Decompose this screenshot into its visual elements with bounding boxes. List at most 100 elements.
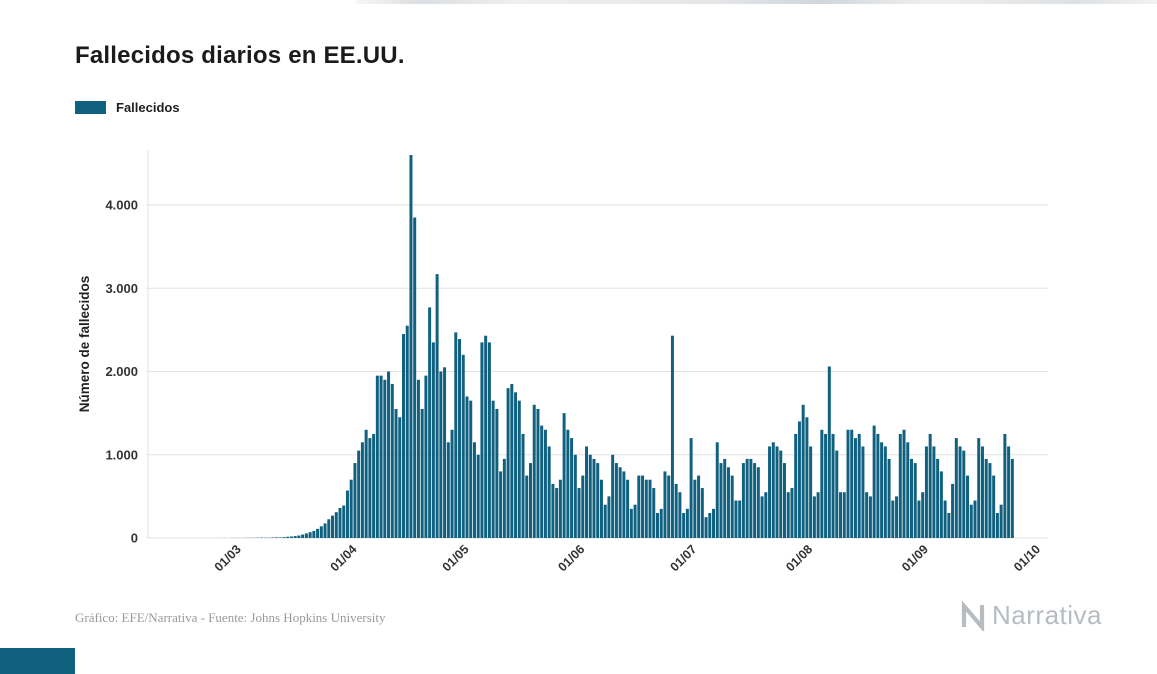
bar	[670, 335, 674, 538]
bar	[719, 463, 723, 538]
bar	[641, 475, 645, 538]
x-tick-label: 01/06	[555, 542, 587, 574]
bar	[827, 366, 831, 538]
bar	[487, 342, 491, 538]
bar	[977, 438, 981, 538]
bar	[723, 458, 727, 538]
bar	[372, 433, 376, 538]
bar	[753, 463, 757, 538]
bar	[924, 446, 928, 538]
bar	[685, 508, 689, 538]
bar	[984, 458, 988, 538]
bar	[525, 475, 529, 538]
bar	[831, 433, 835, 538]
bar	[286, 536, 290, 538]
chart-title: Fallecidos diarios en EE.UU.	[75, 42, 405, 69]
bar	[405, 325, 409, 538]
bar	[715, 442, 719, 538]
narrativa-logo-icon	[961, 600, 985, 631]
bar	[1003, 433, 1007, 538]
bar	[536, 408, 540, 538]
bar	[936, 458, 940, 538]
bar	[790, 488, 794, 538]
bar	[973, 500, 977, 538]
bar	[573, 454, 577, 538]
bar	[517, 400, 521, 538]
bar	[331, 515, 335, 538]
bar	[678, 492, 682, 538]
bar	[491, 400, 495, 538]
bar	[603, 504, 607, 538]
bar	[469, 400, 473, 538]
bar	[913, 463, 917, 538]
bar	[917, 500, 921, 538]
bar	[626, 479, 630, 538]
bar	[797, 421, 801, 538]
bar	[592, 458, 596, 538]
bar	[622, 471, 626, 538]
legend: Fallecidos	[75, 100, 180, 115]
bar	[278, 537, 282, 538]
bar	[745, 458, 749, 538]
bar	[349, 479, 353, 538]
bar	[607, 496, 611, 538]
bar	[794, 433, 798, 538]
brand: Narrativa	[958, 600, 1102, 631]
bar	[282, 537, 286, 538]
bar	[443, 367, 447, 538]
bar	[398, 417, 402, 538]
bar	[809, 446, 813, 538]
bar	[812, 496, 816, 538]
bar	[521, 433, 525, 538]
bar	[599, 479, 603, 538]
bar	[293, 536, 297, 538]
bar	[308, 532, 312, 538]
bar	[783, 463, 786, 538]
bar	[510, 383, 514, 538]
bar	[383, 379, 387, 538]
y-tick-label: 3.000	[105, 281, 138, 296]
bar	[839, 492, 843, 538]
bar	[910, 458, 913, 538]
bar	[857, 433, 861, 538]
bar	[939, 471, 943, 538]
bar	[304, 533, 308, 538]
bar	[547, 446, 551, 538]
bar	[480, 342, 484, 538]
bar	[334, 512, 338, 538]
bar	[301, 534, 305, 538]
bar	[764, 492, 768, 538]
bar	[390, 383, 394, 538]
bar	[577, 488, 581, 538]
bar	[633, 504, 637, 538]
bar	[738, 500, 742, 538]
bar	[865, 492, 869, 538]
top-edge-artifact	[356, 0, 1157, 4]
bar	[659, 508, 663, 538]
bar	[581, 475, 585, 538]
bar	[465, 396, 469, 538]
bar	[887, 458, 891, 538]
bar	[980, 446, 984, 538]
bar	[842, 492, 846, 538]
bar	[588, 454, 592, 538]
bar	[730, 475, 734, 538]
bar	[928, 433, 932, 538]
bar	[289, 536, 293, 538]
bar	[402, 334, 405, 538]
bar	[596, 463, 600, 538]
bar	[835, 450, 839, 538]
bar	[648, 479, 652, 538]
bar	[962, 450, 966, 538]
y-axis-title: Número de fallecidos	[77, 276, 92, 413]
bar	[566, 429, 570, 538]
bar	[472, 442, 476, 538]
bar	[562, 413, 566, 538]
bar	[868, 496, 872, 538]
x-tick-label: 01/09	[899, 542, 931, 574]
x-tick-label: 01/03	[212, 542, 244, 574]
bar	[644, 479, 648, 538]
corner-accent-block	[0, 648, 75, 674]
bar	[663, 471, 667, 538]
